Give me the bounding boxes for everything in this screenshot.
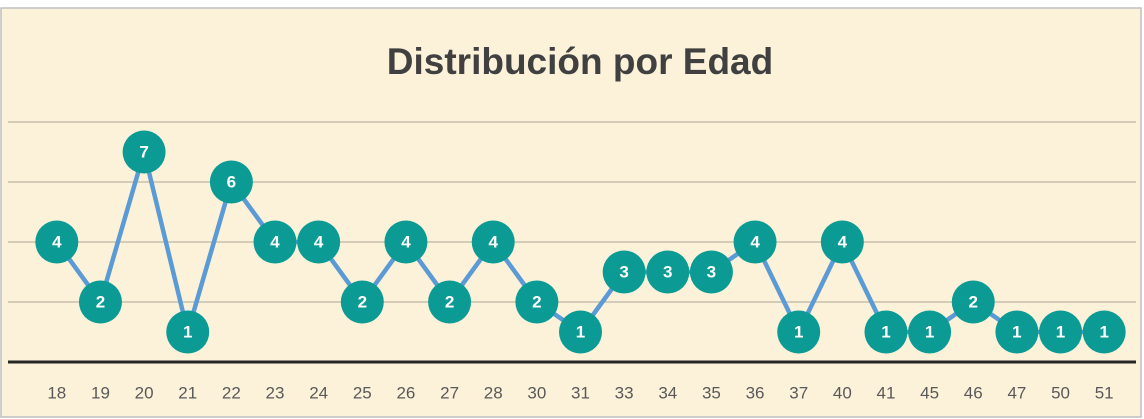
x-tick-label: 35 xyxy=(702,383,721,402)
data-label: 4 xyxy=(750,232,760,251)
data-label: 2 xyxy=(445,292,454,311)
chart-title: Distribución por Edad xyxy=(387,41,773,82)
data-label: 3 xyxy=(663,262,672,281)
x-tick-label: 46 xyxy=(964,383,983,402)
x-tick-label: 47 xyxy=(1007,383,1026,402)
data-label: 3 xyxy=(619,262,628,281)
data-label: 1 xyxy=(1099,322,1108,341)
data-label: 1 xyxy=(925,322,934,341)
x-tick-label: 45 xyxy=(920,383,939,402)
marker xyxy=(166,310,210,354)
x-tick-label: 27 xyxy=(440,383,459,402)
data-label: 4 xyxy=(314,232,324,251)
marker xyxy=(864,310,908,354)
x-tick-label: 26 xyxy=(396,383,415,402)
data-label: 4 xyxy=(270,232,280,251)
x-tick-label: 51 xyxy=(1095,383,1114,402)
marker xyxy=(995,310,1039,354)
x-tick-label: 34 xyxy=(658,383,677,402)
data-label: 2 xyxy=(969,292,978,311)
x-tick-label: 50 xyxy=(1051,383,1070,402)
data-label: 1 xyxy=(794,322,803,341)
data-label: 1 xyxy=(1056,322,1065,341)
x-tick-label: 25 xyxy=(353,383,372,402)
data-label: 6 xyxy=(227,172,236,191)
x-tick-label: 30 xyxy=(527,383,546,402)
marker xyxy=(428,280,472,324)
x-tick-label: 23 xyxy=(266,383,285,402)
marker xyxy=(297,220,341,264)
x-tick-label: 36 xyxy=(746,383,765,402)
marker xyxy=(253,220,297,264)
x-tick-label: 24 xyxy=(309,383,328,402)
data-label: 1 xyxy=(183,322,192,341)
data-label: 3 xyxy=(707,262,716,281)
marker xyxy=(646,250,690,294)
marker xyxy=(209,160,253,204)
x-tick-label: 33 xyxy=(615,383,634,402)
marker xyxy=(340,280,384,324)
marker xyxy=(689,250,733,294)
x-tick-label: 41 xyxy=(877,383,896,402)
marker xyxy=(471,220,515,264)
x-tick-label: 31 xyxy=(571,383,590,402)
marker xyxy=(908,310,952,354)
marker xyxy=(733,220,777,264)
x-tick-label: 21 xyxy=(178,383,197,402)
data-label: 7 xyxy=(139,142,148,161)
data-label: 1 xyxy=(881,322,890,341)
x-tick-label: 18 xyxy=(47,383,66,402)
marker xyxy=(1039,310,1083,354)
marker xyxy=(1082,310,1126,354)
data-label: 1 xyxy=(1012,322,1021,341)
marker xyxy=(384,220,428,264)
x-tick-label: 37 xyxy=(789,383,808,402)
marker xyxy=(951,280,995,324)
data-label: 2 xyxy=(532,292,541,311)
data-label: 1 xyxy=(576,322,585,341)
x-tick-label: 22 xyxy=(222,383,241,402)
marker xyxy=(515,280,559,324)
data-label: 4 xyxy=(488,232,498,251)
data-label: 2 xyxy=(96,292,105,311)
data-label: 4 xyxy=(401,232,411,251)
x-tick-label: 28 xyxy=(484,383,503,402)
x-tick-label: 20 xyxy=(135,383,154,402)
marker xyxy=(78,280,122,324)
x-tick-label: 40 xyxy=(833,383,852,402)
marker xyxy=(559,310,602,354)
data-label: 4 xyxy=(838,232,848,251)
marker xyxy=(777,310,821,354)
x-tick-label: 19 xyxy=(91,383,110,402)
marker xyxy=(122,130,166,174)
marker xyxy=(35,220,79,264)
marker xyxy=(820,220,864,264)
marker xyxy=(602,250,646,294)
data-label: 4 xyxy=(52,232,62,251)
data-label: 2 xyxy=(358,292,367,311)
